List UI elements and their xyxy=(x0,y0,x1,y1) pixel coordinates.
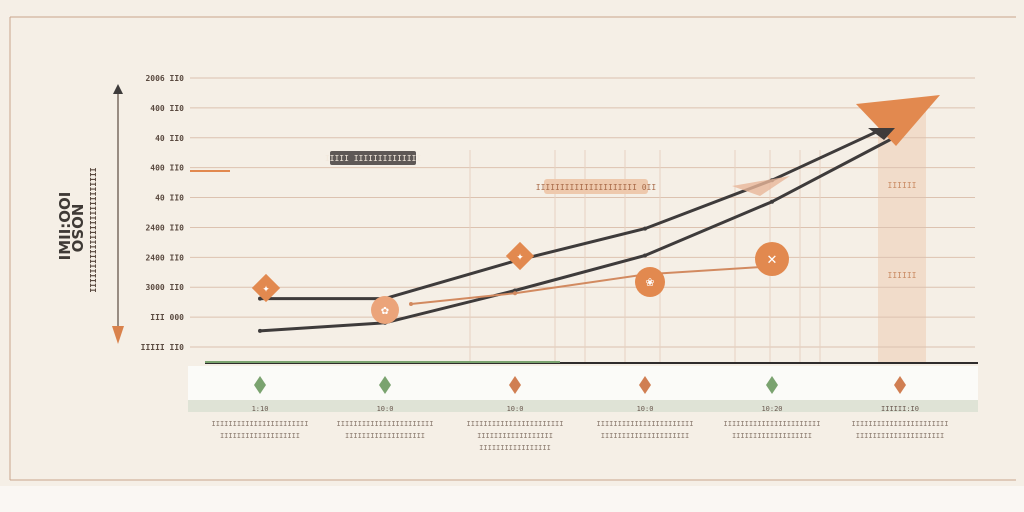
category-label-line-2: IIIIIIIIIIIIIIIIIII xyxy=(220,432,300,440)
badge-icon-3: ✦ xyxy=(516,253,524,263)
series-line-3 xyxy=(410,265,773,305)
category-marker-icon xyxy=(639,376,651,394)
y-tick-label: 2006 II0 xyxy=(145,74,184,83)
series-line-1 xyxy=(258,119,902,301)
category-marker-icon xyxy=(509,376,521,394)
series-line-2 xyxy=(258,133,902,333)
category-top-label: 10:0 xyxy=(377,405,394,413)
y-tick-label: III 000 xyxy=(150,313,184,322)
y-axis-title-line-2: IIIIIIIIIIIIIIIIIIIIIIIIII xyxy=(89,167,98,292)
y-tick-label: 400 II0 xyxy=(150,104,184,113)
category-top-label: 10:0 xyxy=(637,405,654,413)
category-label-line-1: IIIIIIIIIIIIIIIIIIIIIII xyxy=(212,420,309,428)
badge-2: ✿ xyxy=(371,296,399,324)
annotation-light-text: IIIIIIIIIIIIIIIIIIIII 0II xyxy=(536,183,657,192)
y-tick-label: 400 II0 xyxy=(150,164,184,173)
category-top-label: 10:0 xyxy=(507,405,524,413)
y-tick-label: 2400 II0 xyxy=(145,253,184,262)
category-top-label: IIIIII:I0 xyxy=(881,405,919,413)
category-label-line-2: IIIIIIIIIIIIIIIIIII xyxy=(345,432,425,440)
badge-icon-2: ✿ xyxy=(381,306,389,317)
y-axis-title-sub: IIIIIIIIIIIIIIIIIIIIIIIIII xyxy=(89,167,98,292)
annotation-dark: IIIII IIIIIIIIIIIIII xyxy=(325,151,422,165)
trend-arrow-dark-icon xyxy=(868,128,895,140)
category-label-line-2: IIIIIIIIIIIIIIIIIIIII xyxy=(601,432,690,440)
series-2-point xyxy=(258,328,262,333)
category-top-label: 1:10 xyxy=(252,405,269,413)
category-marker-icon xyxy=(894,376,906,394)
category-label-line-1: IIIIIIIIIIIIIIIIIIIIIII xyxy=(337,420,434,428)
y-axis-title-line-1: IMII:OOI xyxy=(56,192,74,261)
annotation-light: IIIIIIIIIIIIIIIIIIIII 0II xyxy=(536,179,657,194)
highlight-column xyxy=(878,108,926,363)
annotation-dark-pill xyxy=(330,151,416,165)
annotation-dark-text: IIIII IIIIIIIIIIIIII xyxy=(325,154,422,163)
series-2-point xyxy=(643,253,647,258)
secondary-arrow-icon xyxy=(732,176,790,196)
y-tick-labels: 2006 II0 400 II0 40 II0 400 II0 40 II0 2400 I… xyxy=(141,74,185,352)
category-labels: 1:10IIIIIIIIIIIIIIIIIIIIIIIIIIIIIIIIIIII… xyxy=(212,376,949,452)
category-label-line-1: IIIIIIIIIIIIIIIIIIIIIII xyxy=(724,420,821,428)
badge-circle-5 xyxy=(755,242,789,276)
category-marker-icon xyxy=(766,376,778,394)
badge-circle-4 xyxy=(635,267,665,297)
series-3-point xyxy=(513,291,517,296)
category-marker-icon xyxy=(379,376,391,394)
grid-lines xyxy=(190,77,975,348)
category-band xyxy=(188,366,978,400)
badge-circle-2 xyxy=(371,296,399,324)
side-label-2: IIIIII xyxy=(888,271,917,280)
y-axis-up-arrow-icon xyxy=(113,84,123,94)
category-label-line-1: IIIIIIIIIIIIIIIIIIIIIII xyxy=(852,420,949,428)
category-band-base xyxy=(188,400,978,412)
category-label-line-2: IIIIIIIIIIIIIIIIIIIII xyxy=(856,432,945,440)
category-label-line-2: IIIIIIIIIIIIIIIIII xyxy=(477,432,553,440)
bottom-band xyxy=(0,486,1024,512)
series-3-point xyxy=(409,301,413,306)
category-label-line-1: IIIIIIIIIIIIIIIIIIIIIII xyxy=(467,420,564,428)
y-tick-label: 3000 II0 xyxy=(145,283,184,292)
y-axis-title-alt: IMII:OOI xyxy=(56,192,74,261)
series-1-point xyxy=(258,296,262,301)
annotation-light-pill xyxy=(544,179,648,194)
badge-diamond-3 xyxy=(505,241,535,271)
y-tick-label: 2400 II0 xyxy=(145,223,184,232)
badge-4: ❀ xyxy=(635,267,665,297)
category-label-line-1: IIIIIIIIIIIIIIIIIIIIIII xyxy=(597,420,694,428)
badge-icon-1: ✦ xyxy=(262,285,270,295)
badge-5: ✕ xyxy=(755,242,789,276)
badge-icon-5: ✕ xyxy=(767,253,778,268)
y-axis-down-arrow-icon xyxy=(112,326,124,344)
category-label-line-2: IIIIIIIIIIIIIIIIIII xyxy=(732,432,812,440)
category-top-label: 10:20 xyxy=(761,405,782,413)
series-1-point xyxy=(643,226,647,231)
y-tick-label: 40 II0 xyxy=(155,134,184,143)
y-axis-title-group: NOSO xyxy=(68,204,86,253)
badge-3: ✦ xyxy=(505,241,535,271)
y-tick-label: IIIII II0 xyxy=(141,343,185,352)
side-label-1: IIIIII xyxy=(888,181,917,190)
category-marker-icon xyxy=(254,376,266,394)
series-2-point xyxy=(770,199,774,204)
trend-arrow-head-icon xyxy=(856,95,940,146)
category-label-line-3: IIIIIIIIIIIIIIIII xyxy=(479,444,551,452)
y-axis-title: NOSO xyxy=(68,204,86,253)
badge-icon-4: ❀ xyxy=(645,276,654,289)
y-tick-label: 40 II0 xyxy=(155,194,184,203)
